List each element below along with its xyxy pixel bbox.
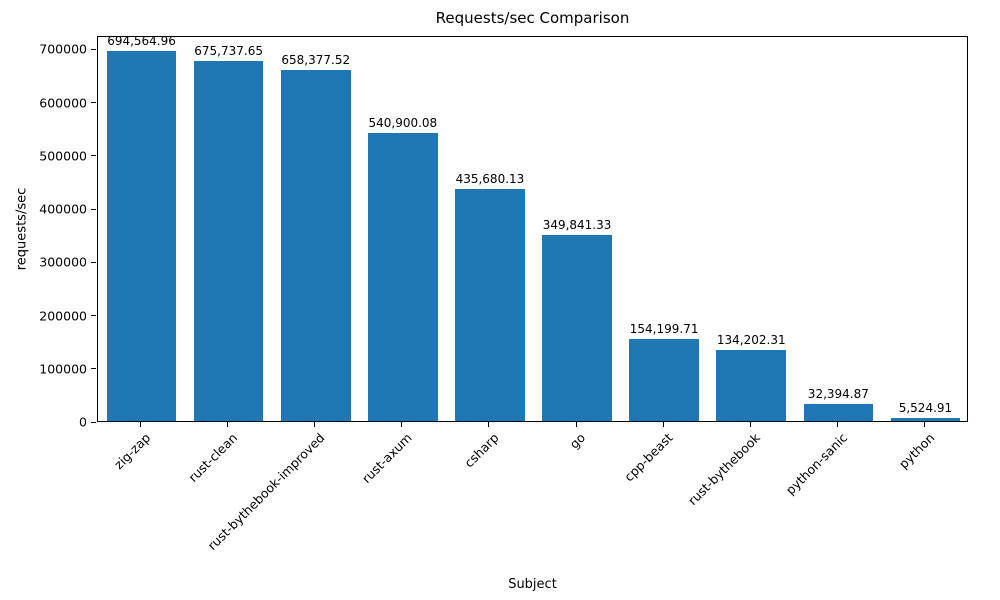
y-tickmark <box>91 421 96 423</box>
bar-python <box>890 418 961 421</box>
y-tick-label: 400000 <box>39 201 87 217</box>
bar-cpp-beast <box>629 338 699 421</box>
bar-python-sanic <box>803 403 874 421</box>
x-tickmark <box>575 422 577 427</box>
x-tickmark <box>488 422 490 427</box>
bar-value-label-python: 5,524.91 <box>898 401 953 416</box>
bar-go <box>542 234 612 421</box>
x-tickmark <box>140 422 142 427</box>
x-tick-label-csharp: csharp <box>461 430 502 471</box>
bar-value-label-rust-axum: 540,900.08 <box>368 116 438 131</box>
x-tick-label-python-sanic: python-sanic <box>782 430 850 498</box>
y-tickmark <box>91 368 96 370</box>
bar-value-label-rust-bythebook-improved: 658,377.52 <box>281 53 351 68</box>
bar-rust-bythebook-improved <box>280 70 351 421</box>
x-tickmark <box>662 422 664 427</box>
x-tickmark <box>314 422 316 427</box>
bar-value-label-rust-clean: 675,737.65 <box>194 44 263 59</box>
bar-value-label-go: 349,841.33 <box>542 217 612 232</box>
chart-title: Requests/sec Comparison <box>435 9 630 27</box>
bar-value-label-rust-bythebook: 134,202.31 <box>716 332 786 347</box>
bar-value-label-zig-zap: 694,564.96 <box>107 34 176 49</box>
x-tickmark <box>227 422 229 427</box>
x-tick-label-rust-axum: rust-axum <box>358 430 415 486</box>
x-tick-label-go: go <box>567 430 589 452</box>
y-tick-label: 600000 <box>39 95 87 111</box>
x-tick-label-rust-clean: rust-clean <box>185 430 241 485</box>
x-tick-label-rust-bythebook: rust-bythebook <box>684 430 763 509</box>
x-tickmark <box>401 422 403 427</box>
x-axis-label: Subject <box>508 577 557 592</box>
y-tick-label: 700000 <box>39 41 87 57</box>
bar-value-label-cpp-beast: 154,199.71 <box>629 321 699 336</box>
y-tick-label: 200000 <box>39 308 87 324</box>
y-tickmark <box>91 102 96 104</box>
y-tickmark <box>91 315 96 317</box>
y-tickmark <box>91 48 96 50</box>
bar-rust-bythebook <box>716 349 787 421</box>
plot-area: 694,564.96 675,737.65 658,377.52 540,900.08… <box>97 34 968 422</box>
bar-zig-zap <box>106 51 177 421</box>
y-tickmark <box>91 208 96 210</box>
y-tickmark <box>91 155 96 157</box>
bar-rust-axum <box>368 133 438 421</box>
y-tick-label: 300000 <box>39 254 87 270</box>
x-tick-label-cpp-beast: cpp-beast <box>621 430 676 485</box>
bar-rust-clean <box>193 61 264 421</box>
y-tick-label: 0 <box>79 414 87 430</box>
y-tick-label: 100000 <box>39 361 87 377</box>
y-tickmark <box>91 261 96 263</box>
bar-value-label-csharp: 435,680.13 <box>455 172 525 187</box>
x-tickmark <box>749 422 751 427</box>
bar-csharp <box>455 189 525 421</box>
x-tickmark <box>836 422 838 427</box>
y-tick-label: 500000 <box>39 148 87 164</box>
bar-value-label-python-sanic: 32,394.87 <box>807 386 869 401</box>
x-tickmark <box>923 422 925 427</box>
x-tick-label-python: python <box>895 430 938 472</box>
x-tick-label-zig-zap: zig-zap <box>110 430 154 473</box>
